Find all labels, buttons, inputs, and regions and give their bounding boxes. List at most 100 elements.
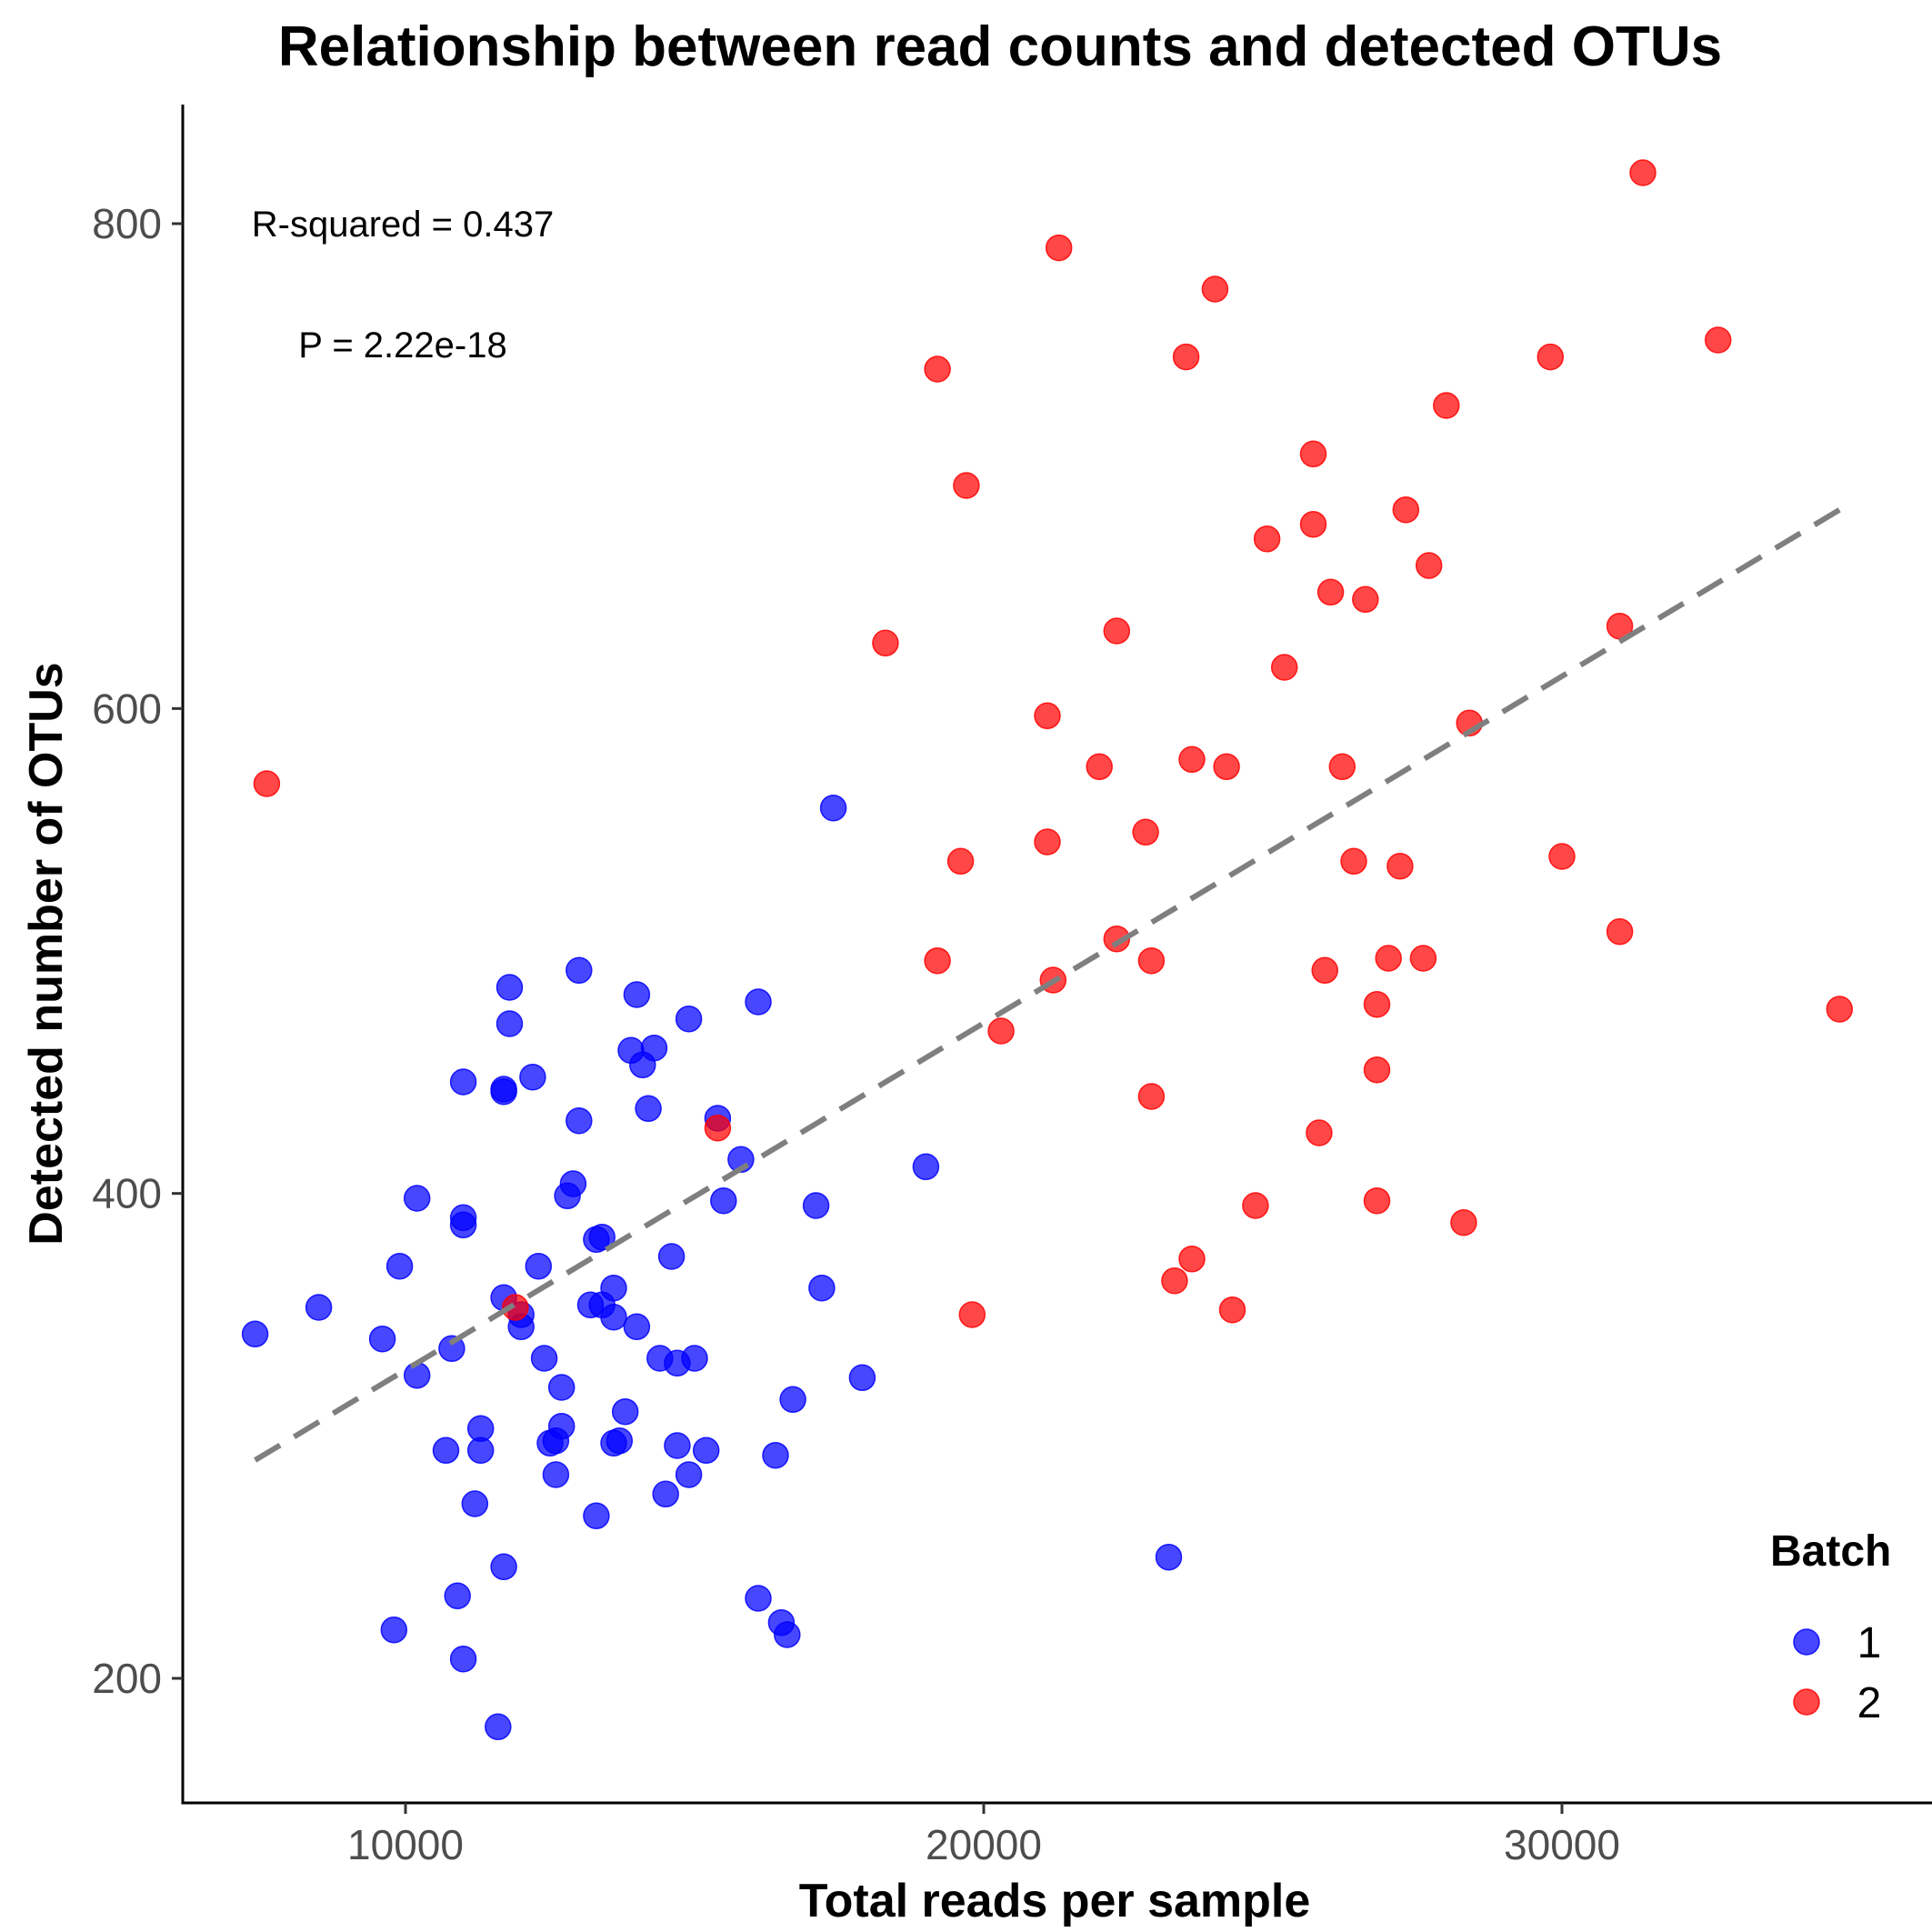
data-point-batch-2 [1270, 654, 1298, 681]
data-point-batch-2 [1316, 578, 1345, 606]
data-point-batch-1 [692, 1436, 720, 1465]
y-tick-label: 600 [92, 685, 162, 732]
data-point-batch-2 [1161, 1266, 1188, 1295]
legend-title: Batch [1770, 1527, 1891, 1576]
data-point-batch-2 [1213, 753, 1240, 781]
data-point-batch-1 [485, 1713, 512, 1741]
legend-key-batch-1 [1793, 1628, 1820, 1656]
data-point-batch-1 [542, 1461, 570, 1488]
trend-layer [254, 507, 1841, 1463]
data-point-batch-1 [583, 1502, 610, 1530]
data-point-batch-2 [1450, 1208, 1477, 1236]
data-point-batch-2 [946, 847, 975, 876]
y-ticks: 200 400 600 800 [92, 200, 183, 1702]
data-point-batch-1 [710, 1186, 737, 1215]
data-point-batch-1 [525, 1252, 553, 1280]
data-point-batch-2 [1606, 917, 1634, 946]
legend-items: 12 [1793, 1619, 1882, 1727]
data-point-batch-1 [438, 1335, 465, 1363]
data-point-batch-1 [449, 1645, 477, 1673]
data-point-batch-2 [924, 946, 951, 975]
data-point-batch-1 [530, 1345, 558, 1372]
data-point-batch-1 [745, 1585, 772, 1612]
y-tick-label: 800 [92, 200, 162, 247]
data-point-batch-2 [1201, 275, 1229, 303]
data-point-batch-2 [1352, 586, 1379, 614]
data-point-batch-2 [1415, 552, 1443, 579]
data-point-batch-2 [1103, 925, 1131, 953]
x-axis-title: Total reads per sample [799, 1875, 1311, 1927]
data-point-batch-1 [640, 1034, 668, 1062]
data-point-batch-1 [241, 1320, 269, 1348]
trend-line [254, 507, 1841, 1463]
data-point-batch-1 [519, 1063, 546, 1091]
data-point-batch-1 [675, 1005, 703, 1033]
legend-key-batch-2 [1793, 1688, 1820, 1716]
data-point-batch-2 [1306, 1119, 1333, 1146]
data-point-batch-1 [385, 1252, 414, 1280]
data-point-batch-2 [1363, 1186, 1391, 1215]
data-point-batch-1 [547, 1374, 576, 1401]
y-axis-title: Detected number of OTUs [20, 662, 73, 1245]
y-tick-label: 200 [92, 1655, 162, 1702]
data-point-batch-2 [1242, 1192, 1269, 1219]
data-point-batch-2 [253, 770, 281, 797]
data-point-batch-2 [1218, 1296, 1246, 1324]
data-point-batch-2 [1363, 990, 1391, 1018]
r-squared-annotation: R-squared = 0.437 [252, 205, 554, 245]
data-point-batch-2 [1132, 818, 1159, 846]
data-point-batch-2 [1299, 440, 1327, 468]
data-point-batch-2 [1103, 617, 1131, 645]
data-point-batch-2 [1629, 159, 1657, 186]
legend: Batch 12 [1770, 1527, 1891, 1727]
x-tick-label: 10000 [347, 1821, 464, 1868]
data-point-batch-1 [664, 1432, 691, 1459]
data-point-batch-2 [1704, 326, 1732, 354]
data-point-batch-1 [490, 1077, 517, 1106]
data-point-batch-2 [1548, 843, 1576, 870]
data-point-batch-1 [566, 1106, 593, 1135]
data-point-batch-1 [600, 1303, 627, 1331]
data-point-batch-2 [987, 1017, 1015, 1045]
data-point-batch-1 [368, 1325, 396, 1353]
data-point-batch-1 [547, 1412, 576, 1440]
data-point-batch-1 [380, 1616, 408, 1644]
data-point-batch-2 [1826, 996, 1854, 1023]
data-point-batch-1 [403, 1185, 431, 1212]
data-point-batch-1 [449, 1211, 477, 1239]
data-point-batch-1 [762, 1441, 789, 1469]
data-point-batch-1 [819, 794, 847, 822]
data-point-batch-2 [1375, 945, 1402, 972]
x-tick-label: 20000 [926, 1821, 1042, 1868]
data-point-batch-1 [774, 1621, 801, 1648]
data-point-batch-1 [623, 1313, 651, 1341]
data-point-batch-1 [657, 1243, 686, 1270]
data-point-batch-1 [1155, 1543, 1183, 1571]
data-point-batch-1 [566, 956, 593, 985]
data-point-batch-2 [1409, 945, 1437, 972]
data-point-batch-2 [502, 1294, 529, 1321]
data-point-batch-2 [1137, 946, 1166, 975]
data-point-batch-1 [635, 1095, 662, 1123]
data-point-batch-1 [681, 1345, 708, 1372]
data-point-batch-2 [1172, 343, 1200, 371]
data-point-batch-2 [1253, 525, 1281, 553]
data-point-batch-1 [432, 1436, 460, 1465]
data-point-batch-2 [1178, 1245, 1206, 1273]
data-point-batch-1 [675, 1461, 703, 1488]
data-point-batch-1 [623, 981, 651, 1008]
data-point-batch-2 [1299, 510, 1327, 538]
data-point-batch-2 [924, 355, 951, 383]
data-point-batch-2 [704, 1114, 732, 1142]
data-point-batch-2 [1178, 746, 1206, 774]
data-point-batch-2 [1311, 956, 1338, 985]
data-point-batch-2 [1137, 1083, 1166, 1110]
data-point-batch-1 [611, 1397, 639, 1426]
legend-label-batch-1: 1 [1857, 1619, 1882, 1667]
data-point-batch-1 [466, 1436, 495, 1465]
data-point-batch-1 [779, 1386, 806, 1414]
data-point-batch-1 [600, 1274, 627, 1302]
data-point-batch-2 [1537, 343, 1565, 371]
chart-title: Relationship between read counts and det… [278, 15, 1722, 78]
